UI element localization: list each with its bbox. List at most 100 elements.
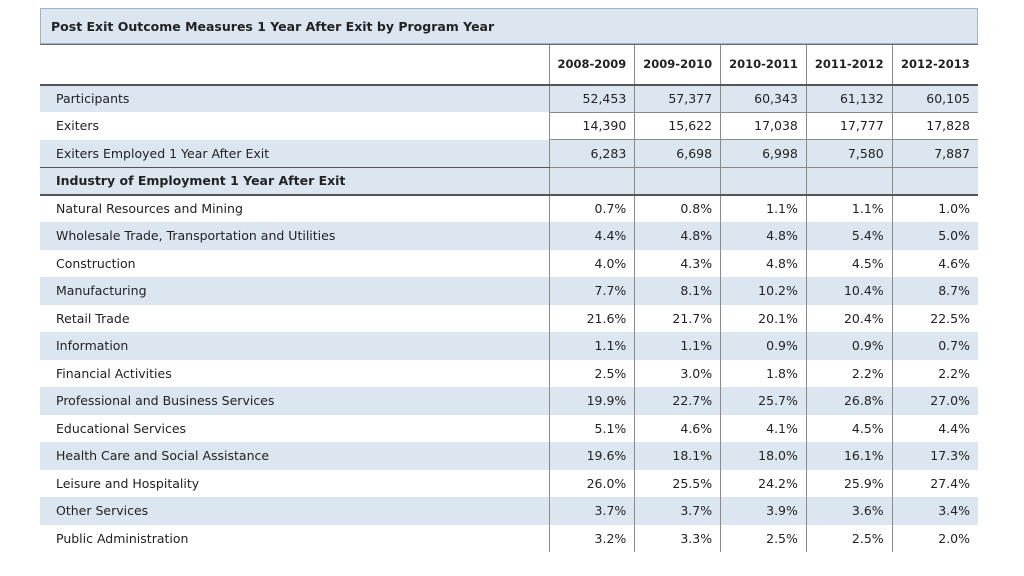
value-cell: 2.5%: [720, 524, 807, 552]
value-cell: 6,998: [720, 139, 807, 168]
industry-row: Leisure and Hospitality 26.0% 25.5% 24.2% 25…: [40, 469, 978, 497]
row-label: Exiters Employed 1 Year After Exit: [40, 139, 549, 168]
row-label: Information: [40, 332, 549, 360]
summary-row: Participants 52,453 57,377 60,343 61,132 60,1…: [40, 84, 978, 113]
industry-row: Natural Resources and Mining 0.7% 0.8% 1.1%…: [40, 194, 978, 222]
section-blank-cell: [548, 166, 635, 196]
value-cell: 22.5%: [891, 304, 978, 332]
industry-row: Health Care and Social Assistance 19.6% 18…: [40, 442, 978, 470]
value-cell: 2.5%: [805, 524, 893, 552]
value-cell: 3.6%: [805, 497, 893, 525]
row-label: Exiters: [56, 118, 100, 134]
section-blank-cell: [891, 166, 978, 196]
industry-row: Other Services 3.7% 3.7% 3.9% 3.6% 3.4%: [40, 497, 978, 525]
value-cell: 17,777: [805, 111, 893, 140]
header-blank-cell: [40, 44, 549, 86]
value-cell: 2.2%: [891, 359, 978, 387]
industry-row: Manufacturing 7.7% 8.1% 10.2% 10.4% 8.7%: [40, 277, 978, 305]
row-label: Retail Trade: [56, 310, 130, 326]
value-cell: 20.4%: [805, 304, 893, 332]
value-cell: 19.9%: [548, 387, 635, 415]
table-title: Post Exit Outcome Measures 1 Year After …: [40, 8, 978, 44]
value-cell: 3.3%: [634, 524, 721, 552]
value-cell: 4.8%: [720, 222, 807, 250]
value-cell: 57,377: [634, 84, 721, 113]
value-cell: 10.2%: [720, 277, 807, 305]
value-cell: 25.7%: [720, 387, 807, 415]
value-cell: 4.8%: [634, 222, 721, 250]
value-cell: 0.8%: [634, 194, 721, 222]
industry-row: Construction 4.0% 4.3% 4.8% 4.5% 4.6%: [40, 249, 978, 277]
value-cell: 61,132: [805, 84, 893, 113]
row-label: Natural Resources and Mining: [56, 201, 243, 217]
summary-row: Exiters 14,390 15,622 17,038 17,777 17,828: [40, 111, 978, 140]
value-cell: 2.2%: [805, 359, 893, 387]
value-cell: 22.7%: [634, 387, 721, 415]
section-blank-cell: [634, 166, 721, 196]
industry-row: Information 1.1% 1.1% 0.9% 0.9% 0.7%: [40, 332, 978, 360]
value-cell: 1.1%: [634, 332, 721, 360]
value-cell: 4.4%: [891, 414, 978, 442]
value-cell: 0.9%: [805, 332, 893, 360]
value-cell: 1.0%: [891, 194, 978, 222]
value-cell: 21.6%: [548, 304, 635, 332]
value-cell: 3.9%: [720, 497, 807, 525]
value-cell: 27.0%: [891, 387, 978, 415]
value-cell: 20.1%: [720, 304, 807, 332]
value-cell: 7.7%: [548, 277, 635, 305]
row-label: Leisure and Hospitality: [56, 475, 200, 491]
value-cell: 8.1%: [634, 277, 721, 305]
value-cell: 0.7%: [891, 332, 978, 360]
industry-row: Public Administration 3.2% 3.3% 2.5% 2.5% 2.0…: [40, 524, 978, 552]
value-cell: 0.7%: [548, 194, 635, 222]
row-label: Professional and Business Services: [40, 387, 549, 415]
industry-row: Professional and Business Services 19.9% 2…: [40, 387, 978, 415]
value-cell: 2.5%: [548, 359, 635, 387]
row-label: Public Administration: [56, 530, 189, 546]
value-cell: 7,887: [891, 139, 978, 168]
industry-row: Educational Services 5.1% 4.6% 4.1% 4.5% 4.4%: [40, 414, 978, 442]
value-cell: 4.8%: [720, 249, 807, 277]
value-cell: 7,580: [805, 139, 893, 168]
header-row: 2008-2009 2009-2010 2010-2011 2011-2012 …: [40, 44, 978, 86]
value-cell: 25.9%: [805, 469, 893, 497]
row-label: Educational Services: [56, 420, 187, 436]
value-cell: 4.1%: [720, 414, 807, 442]
value-cell: 4.4%: [548, 222, 635, 250]
value-cell: 5.1%: [548, 414, 635, 442]
value-cell: 27.4%: [891, 469, 978, 497]
row-label: Other Services: [40, 497, 549, 525]
value-cell: 3.7%: [548, 497, 635, 525]
value-cell: 3.4%: [891, 497, 978, 525]
value-cell: 0.9%: [720, 332, 807, 360]
value-cell: 60,105: [891, 84, 978, 113]
value-cell: 4.3%: [634, 249, 721, 277]
value-cell: 17.3%: [891, 442, 978, 470]
row-label: Financial Activities: [56, 365, 172, 381]
value-cell: 60,343: [720, 84, 807, 113]
year-header: 2009-2010: [634, 44, 721, 86]
value-cell: 3.7%: [634, 497, 721, 525]
value-cell: 25.5%: [634, 469, 721, 497]
section-label: Industry of Employment 1 Year After Exit: [40, 166, 549, 196]
section-header-row: Industry of Employment 1 Year After Exit: [40, 166, 978, 196]
value-cell: 18.1%: [634, 442, 721, 470]
value-cell: 26.0%: [548, 469, 635, 497]
value-cell: 4.5%: [805, 249, 893, 277]
year-header: 2008-2009: [548, 44, 635, 86]
row-label: Manufacturing: [40, 277, 549, 305]
year-header: 2011-2012: [805, 44, 893, 86]
outcome-table-container: Post Exit Outcome Measures 1 Year After …: [40, 8, 978, 552]
value-cell: 16.1%: [805, 442, 893, 470]
value-cell: 2.0%: [891, 524, 978, 552]
value-cell: 1.1%: [548, 332, 635, 360]
value-cell: 18.0%: [720, 442, 807, 470]
value-cell: 3.0%: [634, 359, 721, 387]
value-cell: 6,698: [634, 139, 721, 168]
value-cell: 4.5%: [805, 414, 893, 442]
value-cell: 21.7%: [634, 304, 721, 332]
value-cell: 6,283: [548, 139, 635, 168]
value-cell: 17,828: [891, 111, 978, 140]
row-label: Wholesale Trade, Transportation and Util…: [40, 222, 549, 250]
year-header: 2012-2013: [891, 44, 978, 86]
